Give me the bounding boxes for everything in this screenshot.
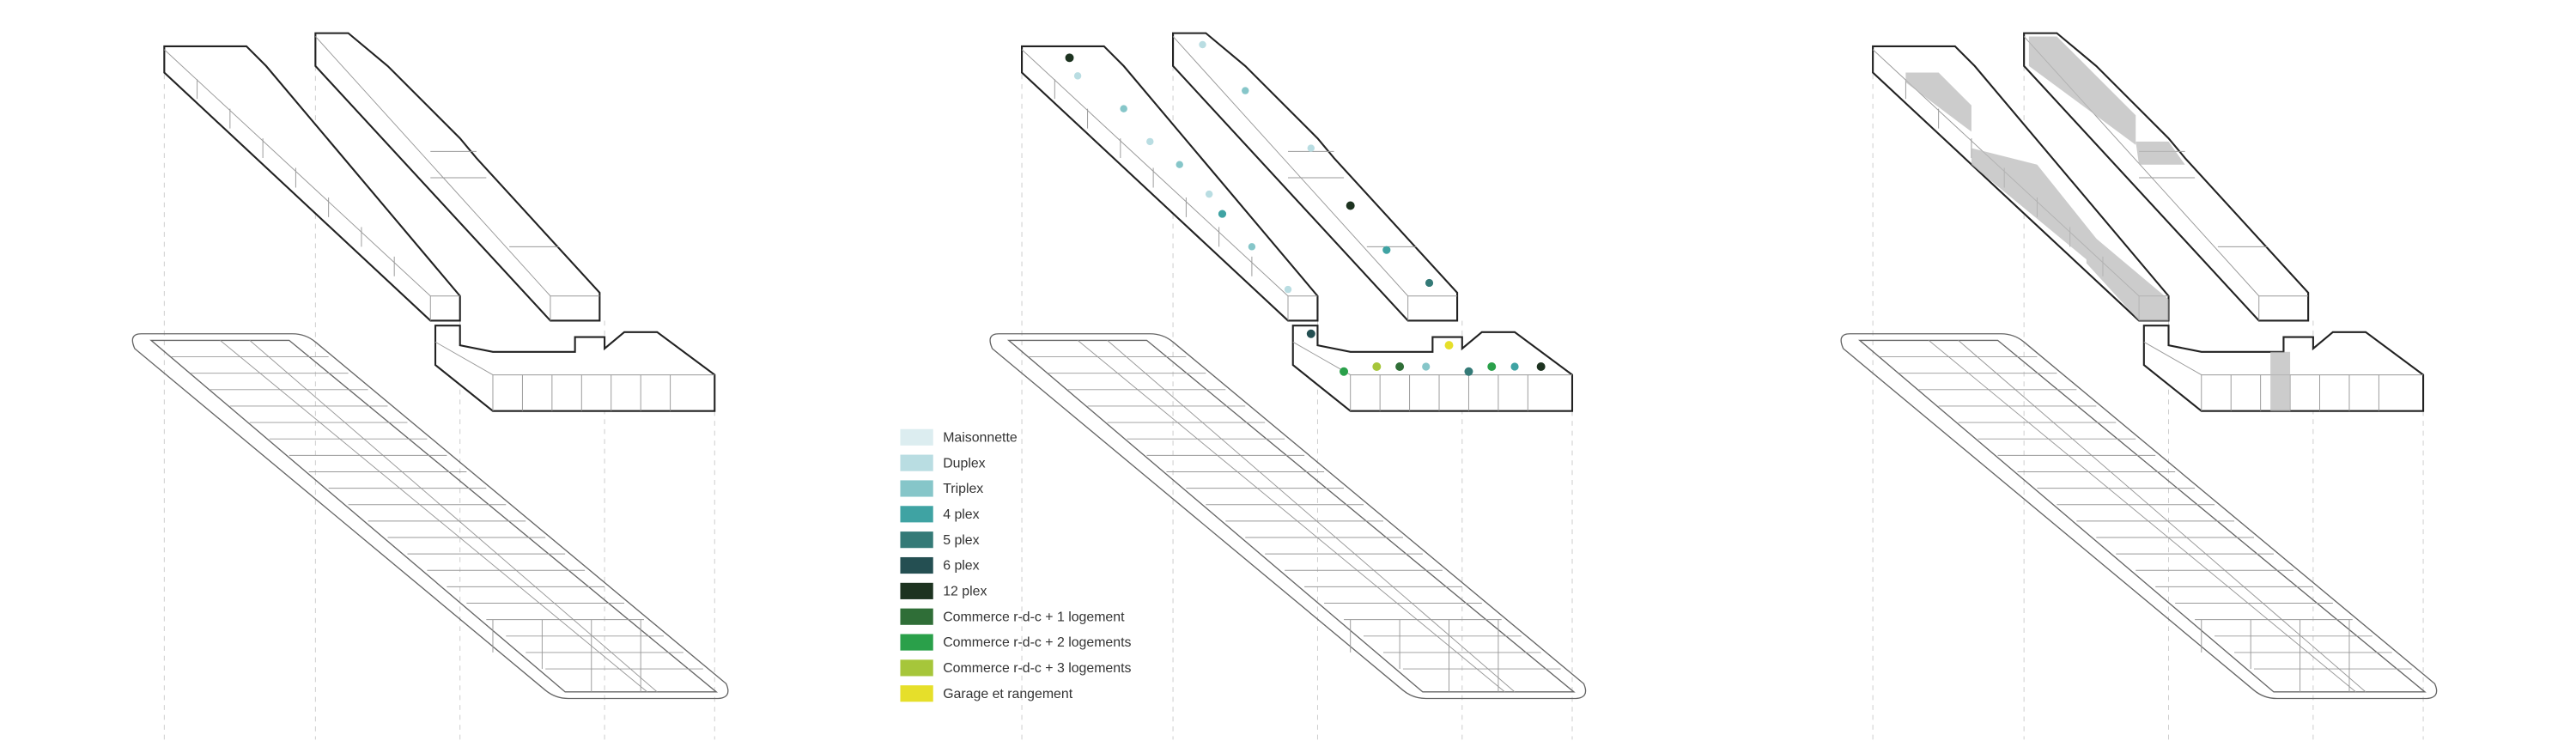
unit-dots xyxy=(1065,40,1546,376)
legend-label: Maisonnette xyxy=(943,430,1018,445)
legend-label: Duplex xyxy=(943,456,985,471)
legend-swatch xyxy=(900,556,933,574)
legend-swatch xyxy=(900,582,933,599)
legend-swatch xyxy=(900,480,933,497)
legend-swatch xyxy=(900,454,933,471)
highlighted-volumes xyxy=(1905,36,2291,411)
legend-label: Commerce r-d-c + 1 logement xyxy=(943,610,1125,624)
axonometric-1 xyxy=(131,32,729,741)
legend-swatch xyxy=(900,531,933,549)
legend-label: Commerce r-d-c + 3 logements xyxy=(943,661,1131,676)
legend-swatch xyxy=(900,608,933,625)
legend-label: 12 plex xyxy=(943,585,987,599)
legend-swatch xyxy=(900,506,933,523)
legend-swatch xyxy=(900,685,933,702)
axonometric-2 xyxy=(989,32,1587,741)
legend-label: Triplex xyxy=(943,482,983,496)
legend-label: Garage et rangement xyxy=(943,687,1072,701)
legend-label: 5 plex xyxy=(943,533,979,548)
legend-label: Commerce r-d-c + 2 logements xyxy=(943,635,1131,650)
legend: Maisonnette Duplex Triplex 4 plex 5 plex 6 pl… xyxy=(900,428,1132,702)
legend-swatch xyxy=(900,634,933,651)
legend-swatch xyxy=(900,428,933,446)
legend-label: 4 plex xyxy=(943,507,979,522)
legend-label: 6 plex xyxy=(943,559,979,574)
legend-swatch xyxy=(900,659,933,677)
axonometric-3 xyxy=(1840,32,2438,741)
